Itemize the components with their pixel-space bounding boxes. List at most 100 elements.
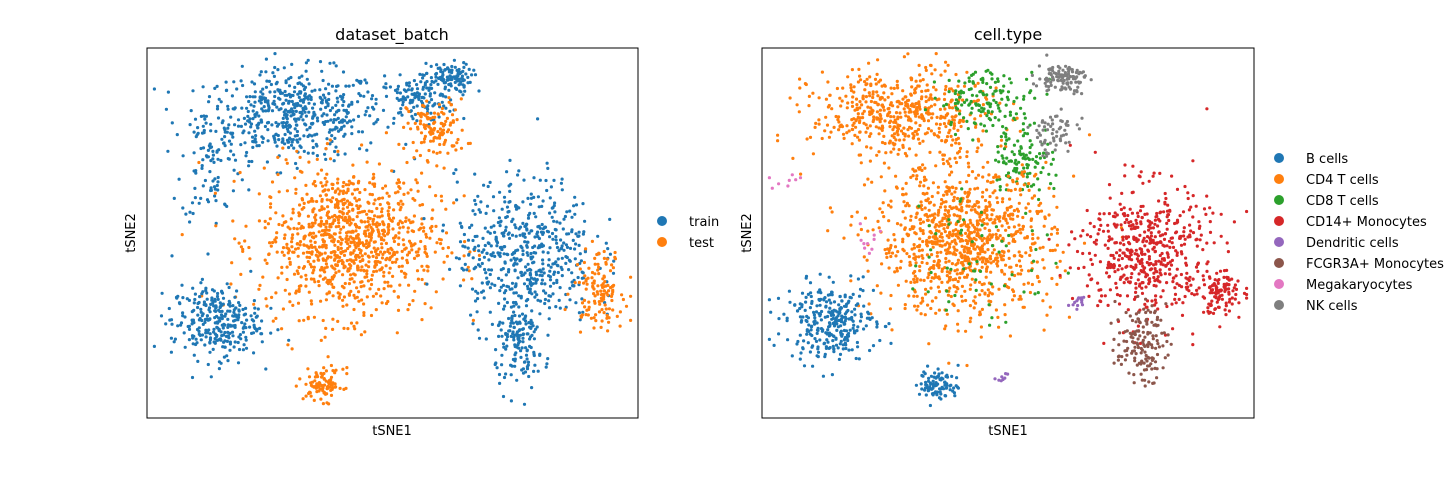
point-nk-cells bbox=[1030, 73, 1034, 77]
point-train bbox=[272, 74, 276, 78]
point-cd4-t-cells bbox=[879, 291, 883, 295]
point-train bbox=[533, 277, 537, 281]
point-train bbox=[261, 92, 265, 96]
point-train bbox=[515, 205, 519, 209]
point-nk-cells bbox=[1064, 87, 1068, 91]
point-train bbox=[232, 308, 236, 312]
point-cd4-t-cells bbox=[962, 84, 967, 88]
point-train bbox=[485, 276, 489, 280]
point-train bbox=[535, 325, 539, 329]
point-train bbox=[231, 131, 235, 135]
point-train bbox=[228, 331, 232, 335]
point-train bbox=[318, 88, 322, 92]
point-test bbox=[323, 335, 327, 339]
point-test bbox=[436, 112, 440, 116]
point-cd8-t-cells bbox=[984, 129, 989, 133]
point-test bbox=[307, 225, 311, 229]
point-train bbox=[457, 257, 461, 261]
point-cd4-t-cells bbox=[1042, 266, 1046, 270]
point-train bbox=[299, 110, 303, 114]
point-test bbox=[580, 301, 585, 305]
point-train bbox=[573, 212, 577, 216]
point-test bbox=[422, 104, 426, 108]
point-nk-cells bbox=[1050, 118, 1054, 122]
point-cd4-t-cells bbox=[889, 243, 893, 248]
point-train bbox=[187, 327, 192, 331]
point-train bbox=[206, 252, 210, 256]
point-train bbox=[243, 122, 248, 126]
point-test bbox=[438, 150, 442, 154]
point-test bbox=[331, 327, 335, 331]
point-cd4-t-cells bbox=[939, 73, 943, 77]
point-test bbox=[433, 250, 437, 254]
point-test bbox=[306, 367, 310, 371]
point-cd4-t-cells bbox=[857, 67, 861, 71]
point-cd4-t-cells bbox=[1015, 263, 1019, 267]
point-train bbox=[320, 69, 324, 73]
point-train bbox=[510, 281, 515, 285]
point-train bbox=[226, 334, 230, 338]
point-test bbox=[371, 254, 375, 258]
point-cd4-t-cells bbox=[956, 279, 960, 284]
point-cd4-t-cells bbox=[973, 295, 977, 299]
point-test bbox=[310, 235, 314, 239]
point-cd4-t-cells bbox=[951, 199, 956, 203]
point-test bbox=[351, 163, 355, 167]
point-cd4-t-cells bbox=[988, 256, 992, 260]
point-test bbox=[372, 172, 376, 176]
point-test bbox=[342, 295, 346, 299]
point-nk-cells bbox=[1052, 71, 1056, 75]
point-train bbox=[407, 84, 411, 88]
point-cd4-t-cells bbox=[869, 99, 874, 104]
point-test bbox=[367, 223, 371, 227]
point-cd8-t-cells bbox=[971, 138, 975, 142]
point-cd4-t-cells bbox=[867, 302, 871, 306]
point-cd4-t-cells bbox=[871, 95, 875, 100]
point-train bbox=[493, 230, 497, 234]
point-cd8-t-cells bbox=[996, 79, 1000, 83]
point-train bbox=[522, 282, 527, 286]
point-test bbox=[306, 315, 310, 319]
point-train bbox=[250, 135, 255, 139]
point-test bbox=[314, 184, 318, 188]
point-cd4-t-cells bbox=[1005, 208, 1010, 212]
point-test bbox=[282, 236, 287, 240]
point-cd4-t-cells bbox=[952, 213, 957, 217]
point-cd4-t-cells bbox=[975, 149, 979, 154]
point-test bbox=[287, 257, 291, 261]
point-train bbox=[517, 227, 521, 231]
point-test bbox=[366, 228, 370, 232]
point-test bbox=[348, 201, 352, 205]
point-cd4-t-cells bbox=[1008, 334, 1013, 338]
point-test bbox=[346, 246, 350, 251]
point-cd4-t-cells bbox=[945, 192, 949, 196]
point-test bbox=[309, 265, 314, 269]
point-train bbox=[483, 267, 487, 272]
point-cd4-t-cells bbox=[925, 253, 930, 257]
point-train bbox=[499, 268, 503, 272]
point-cd4-t-cells bbox=[980, 195, 985, 199]
point-train bbox=[550, 231, 555, 236]
point-train bbox=[356, 114, 361, 118]
point-train bbox=[473, 73, 478, 77]
point-train bbox=[530, 321, 534, 325]
point-cd4-t-cells bbox=[976, 146, 980, 150]
point-train bbox=[509, 305, 513, 309]
point-train bbox=[239, 124, 243, 128]
point-cd4-t-cells bbox=[954, 141, 958, 145]
point-nk-cells bbox=[1064, 141, 1068, 145]
point-train bbox=[479, 200, 483, 204]
point-train bbox=[558, 286, 562, 290]
point-train bbox=[195, 341, 199, 345]
point-test bbox=[327, 228, 331, 232]
point-cd4-t-cells bbox=[920, 254, 924, 258]
point-train bbox=[458, 89, 462, 93]
point-test bbox=[324, 258, 328, 263]
point-cd4-t-cells bbox=[985, 213, 989, 217]
point-test bbox=[310, 302, 314, 306]
point-cd4-t-cells bbox=[926, 186, 931, 190]
point-train bbox=[274, 132, 278, 136]
point-cd8-t-cells bbox=[990, 110, 994, 114]
point-cd4-t-cells bbox=[998, 234, 1002, 238]
point-train bbox=[404, 89, 408, 93]
